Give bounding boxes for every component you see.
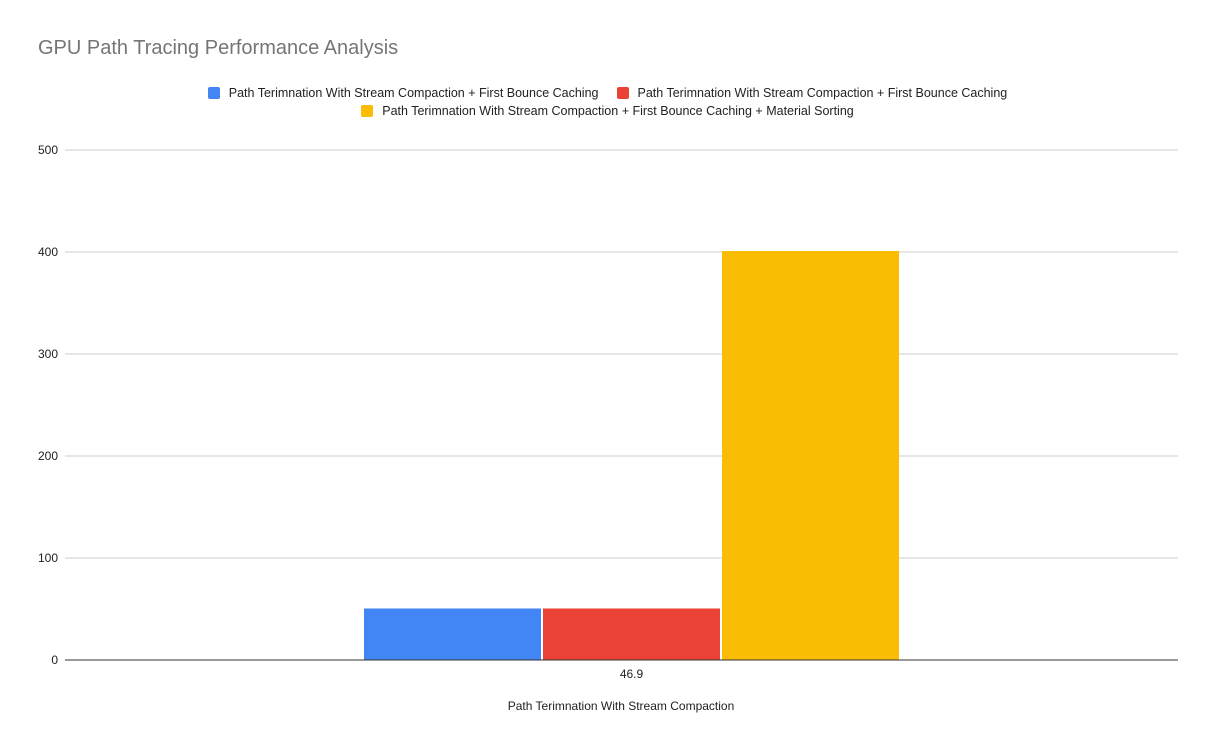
y-tick-label: 300	[38, 347, 58, 361]
legend-swatch-series-2	[616, 87, 629, 99]
y-tick-label: 500	[38, 143, 58, 157]
legend-item-series-3[interactable]: Path Terimnation With Stream Compaction …	[361, 104, 854, 118]
legend: Path Terimnation With Stream Compaction …	[0, 84, 1215, 120]
y-tick-label: 100	[38, 551, 58, 565]
y-tick-label: 0	[51, 653, 58, 667]
bar-series-3[interactable]	[722, 250, 899, 661]
legend-swatch-series-3	[361, 105, 374, 117]
legend-row-1: Path Terimnation With Stream Compaction …	[0, 84, 1215, 102]
bar-series-2[interactable]	[543, 608, 720, 660]
chart-title: GPU Path Tracing Performance Analysis	[38, 37, 399, 59]
x-axis-title: Path Terimnation With Stream Compaction	[508, 699, 735, 713]
x-tick-label: 46.9	[620, 667, 644, 681]
legend-item-series-2[interactable]: Path Terimnation With Stream Compaction …	[616, 86, 1008, 100]
y-tick-label: 400	[38, 245, 58, 259]
legend-row-2: Path Terimnation With Stream Compaction …	[0, 102, 1215, 120]
legend-swatch-series-1	[207, 87, 220, 99]
legend-label-series-3: Path Terimnation With Stream Compaction …	[382, 104, 854, 118]
y-tick-label: 200	[38, 449, 58, 463]
legend-label-series-1: Path Terimnation With Stream Compaction …	[228, 86, 599, 100]
legend-label-series-2: Path Terimnation With Stream Compaction …	[637, 86, 1008, 100]
bar-series-1[interactable]	[364, 608, 541, 660]
legend-item-series-1[interactable]: Path Terimnation With Stream Compaction …	[207, 86, 599, 100]
